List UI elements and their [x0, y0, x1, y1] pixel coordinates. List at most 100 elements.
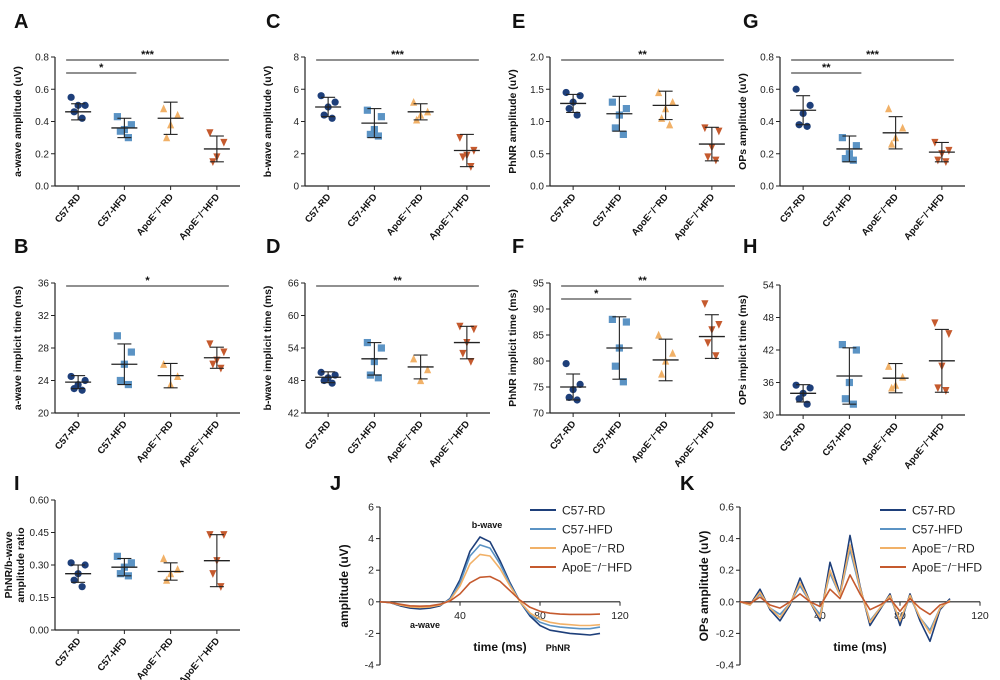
data-point [424, 365, 432, 374]
panel-i: 0.00 0.15 0.30 0.45 0.60 PhNR/b-waveamplitude… [3, 496, 240, 680]
data-point [565, 105, 573, 113]
y-tick-label: -0.4 [716, 660, 734, 672]
legend-label: ApoE⁻/⁻RD [912, 542, 975, 556]
significance-label: * [99, 62, 104, 74]
data-point [838, 134, 846, 142]
data-point [608, 98, 616, 106]
x-tick-label: C57-RD [303, 419, 334, 452]
y-tick-label: 42 [288, 409, 300, 420]
data-point [377, 113, 385, 121]
y-tick-label: 54 [288, 344, 300, 355]
y-tick-label: 95 [533, 279, 545, 290]
y-tick-label: 36 [763, 378, 775, 389]
data-point [174, 110, 182, 119]
legend-label: ApoE⁻/⁻HFD [912, 561, 982, 575]
x-tick-label: ApoE⁻/⁻HFD [177, 192, 222, 243]
x-tick-label: C57-HFD [95, 192, 129, 230]
data-point [795, 395, 803, 403]
data-point [611, 124, 619, 132]
data-point [701, 300, 709, 308]
data-point [81, 101, 89, 109]
data-point [666, 120, 674, 129]
data-point [899, 123, 907, 132]
significance-label: ** [822, 62, 831, 74]
data-point [317, 92, 325, 100]
data-point [942, 387, 950, 395]
significance-label: ** [638, 275, 647, 287]
data-point [127, 121, 135, 129]
data-point [113, 552, 121, 560]
data-point [78, 386, 86, 394]
data-point [417, 376, 425, 385]
y-tick-label: 48 [763, 313, 775, 324]
x-tick-label: ApoE⁻/⁻HFD [427, 419, 472, 470]
data-point [715, 127, 723, 136]
data-point [622, 318, 630, 326]
data-point [67, 93, 75, 101]
data-point [456, 134, 464, 142]
panel-f: 70 75 80 85 90 95 PhNR implicit time (ms) C57-R… [507, 275, 735, 470]
y-tick-label: 0.60 [30, 496, 50, 507]
x-tick-label: ApoE⁻/⁻HFD [427, 192, 472, 243]
x-tick-label: ApoE⁻/⁻RD [135, 192, 176, 238]
y-axis-label: a-wave amplitude (uV) [12, 66, 24, 177]
x-tick-label: C57-HFD [345, 192, 379, 230]
x-tick-label: 80 [894, 610, 906, 622]
data-point [658, 369, 666, 378]
panel-letter-h: H [743, 236, 757, 258]
x-tick-label: ApoE⁻/⁻RD [385, 192, 426, 238]
y-tick-label: 0.0 [530, 182, 544, 193]
x-tick-label: C57-RD [53, 636, 84, 669]
legend-label: C57-HFD [912, 523, 963, 537]
data-point [888, 383, 896, 392]
y-tick-label: 0.2 [719, 565, 734, 577]
y-tick-label: 24 [38, 376, 50, 387]
x-tick-label: ApoE⁻/⁻RD [630, 419, 671, 465]
panel-letter-k: K [680, 473, 695, 495]
data-point [220, 138, 228, 147]
x-tick-label: ApoE⁻/⁻RD [860, 421, 901, 467]
x-tick-label: C57-HFD [95, 636, 129, 674]
y-tick-label: 4 [293, 117, 299, 128]
data-point [715, 321, 723, 329]
x-tick-label: C57-HFD [590, 419, 624, 457]
data-point [67, 372, 75, 381]
data-point [806, 384, 814, 392]
data-point [619, 130, 627, 138]
panel-letter-c: C [266, 11, 280, 33]
data-point [611, 362, 619, 370]
data-point [931, 319, 939, 328]
x-tick-label: ApoE⁻/⁻RD [860, 192, 901, 238]
series-line [379, 553, 601, 627]
x-tick-label: C57-HFD [820, 192, 854, 230]
panel-e: 0.0 0.5 1.0 1.5 2.0 PhNR amplitude (uV) C57-RD… [507, 49, 735, 243]
x-tick-label: C57-RD [548, 419, 579, 452]
y-tick-label: 0 [368, 596, 374, 608]
y-tick-label: 0.15 [30, 593, 50, 604]
data-point [885, 104, 893, 113]
data-point [78, 114, 86, 122]
data-point [328, 114, 336, 122]
x-tick-label: ApoE⁻/⁻RD [385, 419, 426, 465]
annotation-a-wave: a-wave [410, 620, 440, 630]
data-point [655, 88, 663, 97]
y-tick-label: 0.45 [30, 528, 50, 539]
y-tick-label: -4 [365, 660, 374, 672]
x-tick-label: ApoE⁻/⁻HFD [177, 636, 222, 680]
data-point [562, 88, 570, 97]
y-tick-label: 2 [368, 565, 374, 577]
data-point [331, 98, 339, 106]
panel-letter-g: G [743, 11, 759, 33]
y-tick-label: 6 [293, 85, 299, 96]
legend-label: C57-HFD [562, 523, 613, 537]
data-point [669, 97, 677, 106]
data-point [945, 330, 953, 338]
data-point [806, 101, 814, 109]
y-axis-label: PhNR implicit time (ms) [507, 289, 519, 407]
legend-label: ApoE⁻/⁻RD [562, 542, 625, 556]
x-tick-label: C57-RD [53, 192, 84, 225]
data-point [622, 105, 630, 113]
data-point [838, 340, 846, 349]
